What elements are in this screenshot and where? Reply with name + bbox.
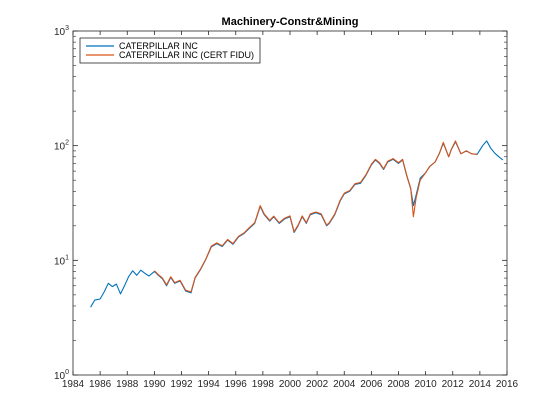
x-tick-label: 2014: [469, 379, 492, 390]
y-tick-exponent: 0: [65, 369, 69, 376]
x-tick-label: 2000: [279, 379, 302, 390]
y-tick-base: 10: [54, 371, 66, 382]
x-tick-label: 1986: [89, 379, 112, 390]
x-tick-label: 2008: [387, 379, 410, 390]
legend-label-caterpillar-inc-cert-fidu: CATERPILLAR INC (CERT FIDU): [119, 50, 254, 60]
y-tick-exponent: 2: [65, 140, 69, 147]
y-tick-exponent: 1: [65, 254, 69, 261]
chart-title: Machinery-Constr&Mining: [222, 16, 359, 28]
axes-layer: 1984 1986 1988 1990 1992 1994 1996 1998 2000 2002…: [54, 25, 519, 390]
x-tick-label: 2006: [360, 379, 383, 390]
y-tick-exponent: 3: [65, 25, 69, 32]
series-line-caterpillar-inc-cert-fidu: [154, 140, 478, 293]
x-tick-label: 1992: [170, 379, 193, 390]
y-tick-base: 10: [54, 256, 66, 267]
y-tick-label: 102: [54, 140, 69, 153]
plot-area: [73, 31, 507, 375]
x-tick-label: 2016: [496, 379, 519, 390]
y-tick-base: 10: [54, 27, 66, 38]
x-tick-label: 1998: [252, 379, 275, 390]
y-tick-label: 101: [54, 254, 69, 267]
legend: CATERPILLAR INC CATERPILLAR INC (CERT FI…: [79, 37, 261, 64]
x-tick-label: 1996: [225, 379, 248, 390]
x-tick-label: 1994: [198, 379, 221, 390]
x-tick-label: 2010: [415, 379, 438, 390]
x-tick-label: 1990: [143, 379, 166, 390]
y-tick-label: 103: [54, 25, 69, 38]
legend-box: [79, 37, 261, 64]
legend-label-caterpillar-inc: CATERPILLAR INC: [119, 41, 198, 51]
x-tick-label: 2004: [333, 379, 356, 390]
x-tick-label: 2002: [306, 379, 329, 390]
plot-frame: [72, 30, 508, 376]
series-layer: [90, 140, 504, 308]
x-tick-label: 1988: [116, 379, 139, 390]
y-tick-label: 100: [54, 369, 69, 382]
y-tick-base: 10: [54, 142, 66, 153]
x-tick-label: 1984: [62, 379, 85, 390]
x-tick-label: 2012: [442, 379, 465, 390]
